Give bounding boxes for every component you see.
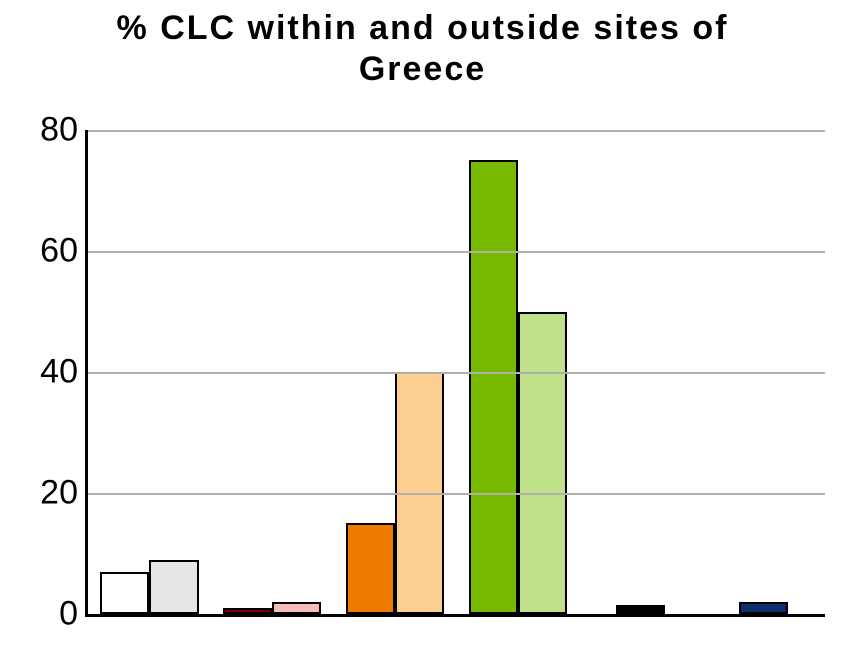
- bar: [346, 523, 395, 614]
- bar: [616, 605, 665, 614]
- plot-area: 020406080: [85, 130, 825, 617]
- y-tick-label: 60: [18, 232, 78, 271]
- chart-title: % CLC within and outside sites of Greece: [0, 8, 845, 90]
- bar: [149, 560, 198, 614]
- bar: [272, 602, 321, 614]
- grid-line: [88, 493, 825, 495]
- grid-line: [88, 372, 825, 374]
- bar: [518, 312, 567, 615]
- grid-line: [88, 251, 825, 253]
- bar: [739, 602, 788, 614]
- bar: [100, 572, 149, 614]
- grid-line: [88, 130, 825, 132]
- bar: [223, 608, 272, 614]
- y-tick-label: 80: [18, 111, 78, 150]
- chart-container: % CLC within and outside sites of Greece…: [0, 0, 845, 667]
- bar: [469, 160, 518, 614]
- y-tick-label: 0: [18, 595, 78, 634]
- chart-title-line1: % CLC within and outside sites of: [0, 8, 845, 49]
- y-tick-label: 40: [18, 353, 78, 392]
- y-tick-label: 20: [18, 474, 78, 513]
- chart-title-line2: Greece: [0, 49, 845, 90]
